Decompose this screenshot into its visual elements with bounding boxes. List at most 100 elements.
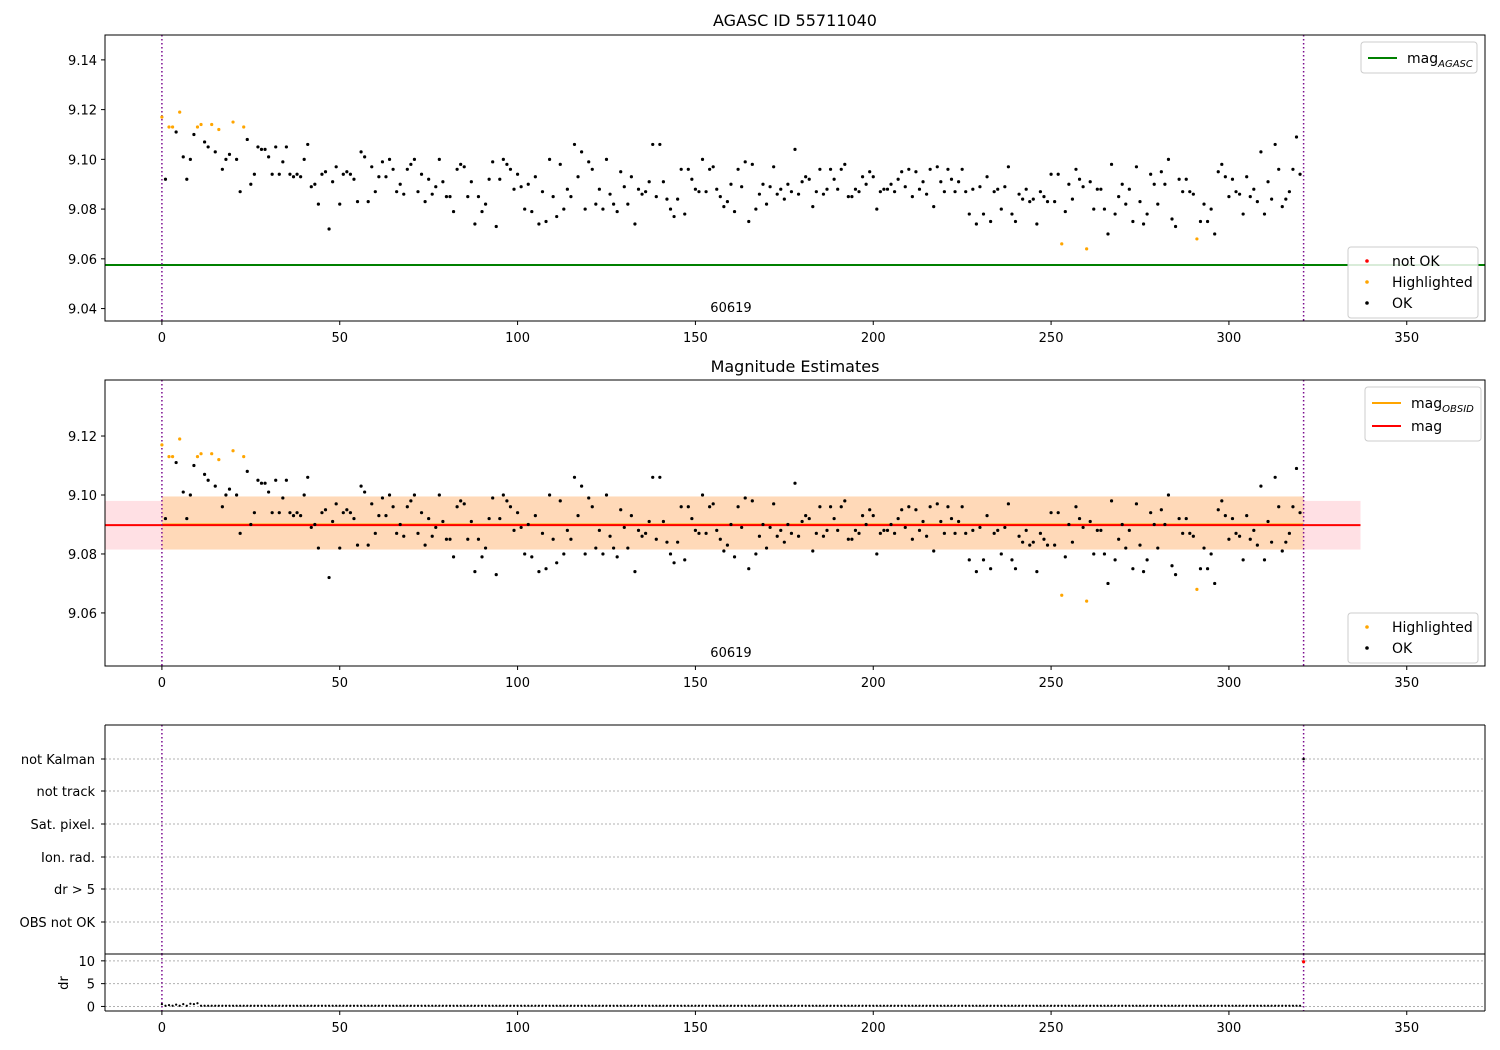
ok-point: [665, 197, 669, 201]
dr-point: [726, 1004, 729, 1007]
ok-point: [633, 222, 637, 226]
x-tick-label: 150: [683, 331, 708, 346]
ok-point: [558, 162, 562, 166]
ok-point: [1045, 543, 1050, 547]
ok-point: [996, 187, 1000, 191]
ok-point: [725, 200, 730, 204]
dr-point: [1234, 1004, 1238, 1007]
ok-point: [213, 484, 217, 488]
ok-point: [373, 190, 377, 194]
ok-point: [1298, 172, 1302, 176]
ok-point: [245, 137, 249, 142]
ok-point: [1074, 167, 1078, 171]
ok-point: [466, 537, 470, 541]
x-tick-label: 0: [158, 676, 166, 691]
ok-point: [263, 481, 267, 485]
ok-point: [1294, 466, 1299, 471]
ok-point: [782, 540, 786, 544]
ok-point: [839, 505, 843, 509]
dr-point: [985, 1004, 989, 1007]
dr-point: [1103, 1004, 1106, 1007]
dr-point: [295, 1004, 299, 1007]
dr-point: [242, 1004, 245, 1007]
ok-point: [700, 493, 705, 497]
ok-point: [544, 219, 548, 224]
ok-point: [281, 160, 285, 164]
x-tick-label: 300: [1217, 331, 1242, 346]
ok-point: [473, 570, 477, 574]
dr-point: [292, 1004, 295, 1007]
mag-obsid-uncertainty-band: [161, 496, 1304, 550]
dr-point: [904, 1004, 907, 1007]
dr-point: [1199, 1004, 1202, 1007]
ok-point: [1241, 212, 1245, 216]
x-tick-label: 200: [861, 331, 886, 346]
dr-point: [466, 1004, 469, 1007]
ok-point: [547, 157, 552, 161]
dr-point: [790, 1004, 793, 1007]
ok-point: [889, 182, 893, 186]
dr-point: [189, 1002, 192, 1005]
dr-point: [893, 1004, 896, 1007]
ok-point: [409, 162, 413, 166]
dr-point: [175, 1003, 178, 1006]
dr-point: [523, 1004, 526, 1007]
ok-point: [334, 502, 338, 506]
dr-point: [1298, 1004, 1302, 1007]
dr-point: [769, 1004, 772, 1007]
dr-point: [288, 1004, 292, 1007]
ok-point: [1095, 187, 1099, 191]
ok-point: [501, 493, 505, 497]
ok-point: [949, 516, 954, 521]
dr-point: [758, 1004, 761, 1007]
dr-point: [918, 1004, 921, 1007]
y-tick-label: 9.06: [68, 253, 97, 268]
ok-point: [515, 172, 520, 176]
dr-point: [231, 1004, 235, 1007]
dr-point: [239, 1004, 242, 1007]
ok-point: [942, 190, 946, 194]
dr-point: [797, 1004, 800, 1007]
ok-point: [224, 157, 228, 161]
dr-point: [1277, 1004, 1280, 1007]
dr-point: [267, 1004, 270, 1007]
ok-point: [1191, 192, 1195, 196]
y-tick-label: 9.06: [68, 607, 97, 622]
ok-point: [1152, 522, 1156, 527]
dr-point: [601, 1004, 605, 1007]
dr-point: [356, 1004, 359, 1007]
dr-point: [1224, 1004, 1227, 1007]
ok-point: [1134, 165, 1139, 169]
flag-label: OBS not OK: [20, 916, 96, 931]
ok-point: [910, 537, 914, 541]
ok-point: [1138, 543, 1142, 547]
ok-point: [1017, 534, 1021, 538]
dr-point: [271, 1004, 274, 1007]
ok-point: [743, 160, 747, 164]
ok-point: [562, 552, 566, 556]
ok-point: [551, 195, 555, 199]
dr-point: [914, 1004, 918, 1007]
ok-point: [967, 212, 971, 216]
dr-point: [381, 1004, 384, 1007]
highlighted-point: [195, 125, 200, 129]
x-tick-label: 350: [1394, 1021, 1419, 1036]
dr-point: [263, 1004, 267, 1007]
ok-point: [608, 192, 612, 196]
ok-point: [494, 224, 498, 229]
ok-point: [896, 177, 900, 181]
ok-point: [1216, 170, 1220, 174]
dr-point: [1089, 1004, 1092, 1007]
ok-point: [1234, 531, 1238, 535]
dr-point: [943, 1004, 946, 1007]
dr-point: [783, 1004, 786, 1007]
dr-point: [1049, 1004, 1053, 1007]
ok-point: [345, 170, 349, 174]
ok-point: [946, 505, 950, 509]
ok-point: [505, 162, 509, 166]
dr-point: [473, 1004, 476, 1007]
ok-point: [508, 167, 513, 171]
ok-point: [850, 537, 854, 541]
ok-point: [878, 531, 882, 535]
ok-point: [1198, 567, 1203, 571]
